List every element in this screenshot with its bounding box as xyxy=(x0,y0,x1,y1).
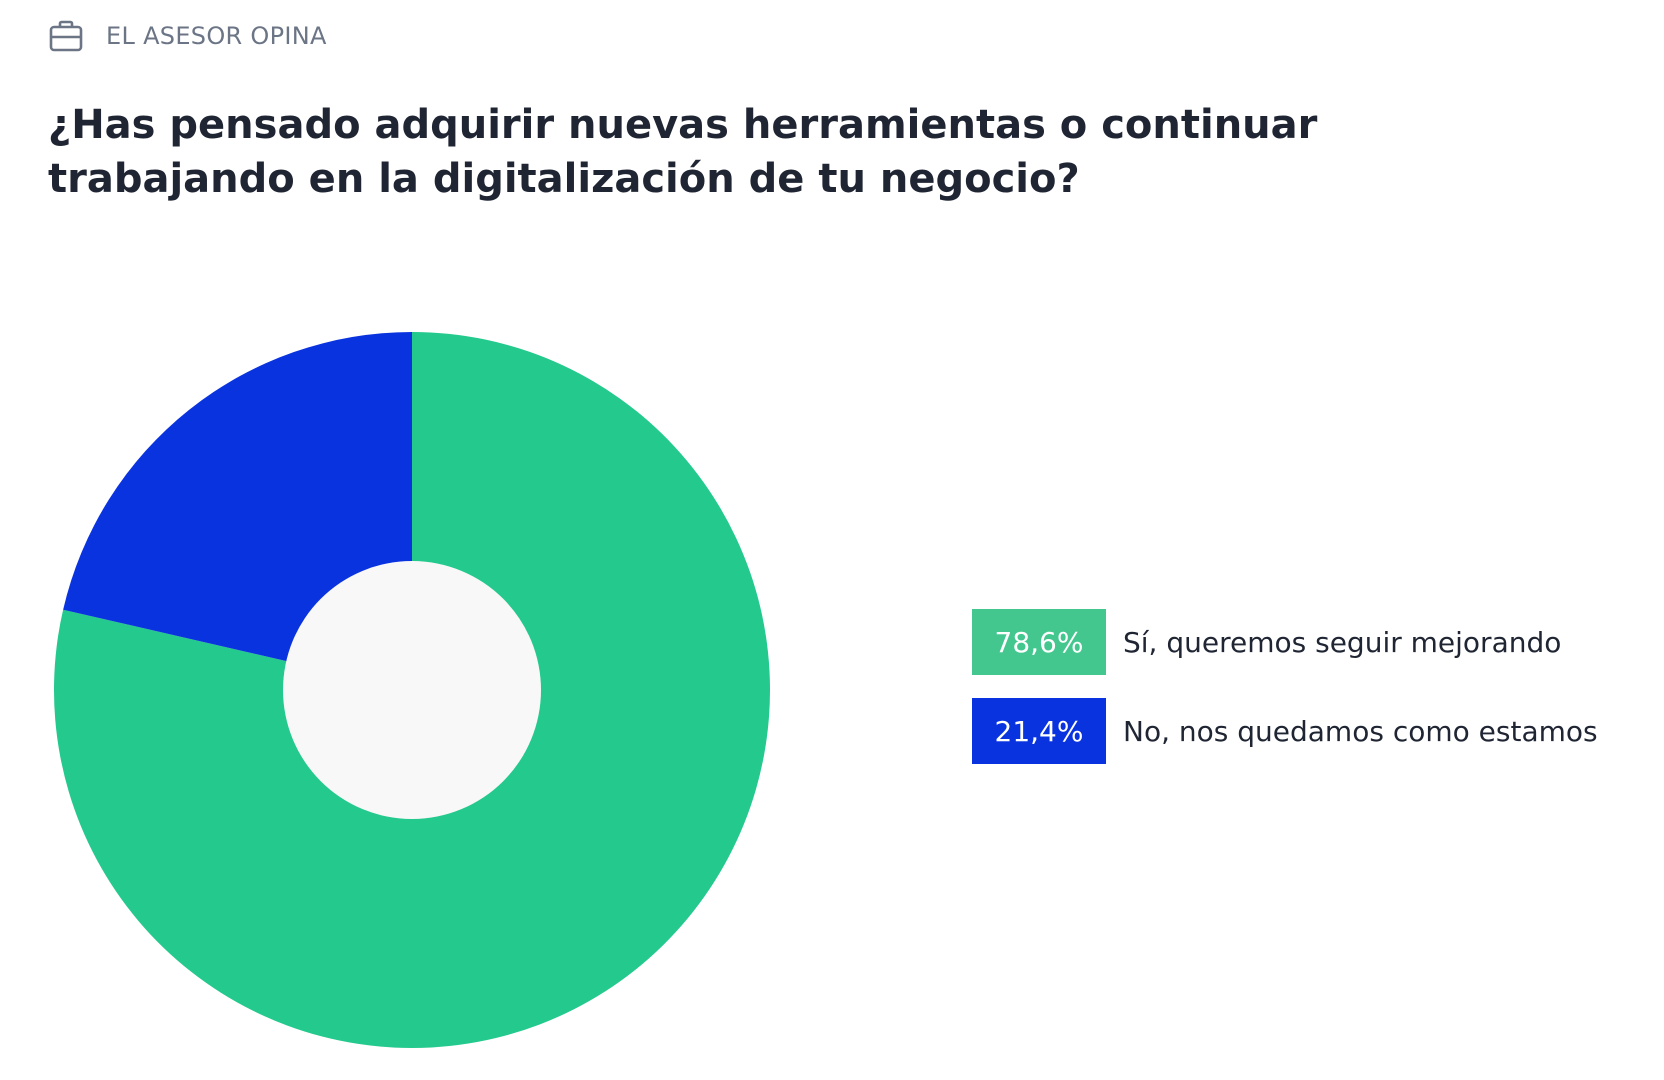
donut-hole xyxy=(283,561,541,819)
donut-chart xyxy=(54,332,771,1048)
legend-item-yes: 78,6% Sí, queremos seguir mejorando xyxy=(972,609,1598,675)
legend: 78,6% Sí, queremos seguir mejorando 21,4… xyxy=(972,609,1598,787)
header: EL ASESOR OPINA xyxy=(48,18,327,54)
section-label: EL ASESOR OPINA xyxy=(106,22,327,50)
briefcase-icon xyxy=(49,20,83,52)
legend-value-yes: 78,6% xyxy=(994,625,1084,659)
legend-swatch-no: 21,4% xyxy=(972,698,1106,764)
legend-value-no: 21,4% xyxy=(994,714,1084,748)
legend-item-no: 21,4% No, nos quedamos como estamos xyxy=(972,698,1598,764)
legend-label-no: No, nos quedamos como estamos xyxy=(1123,714,1598,748)
legend-label-yes: Sí, queremos seguir mejorando xyxy=(1123,625,1562,659)
legend-swatch-yes: 78,6% xyxy=(972,609,1106,675)
chart-title: ¿Has pensado adquirir nuevas herramienta… xyxy=(48,102,1318,202)
